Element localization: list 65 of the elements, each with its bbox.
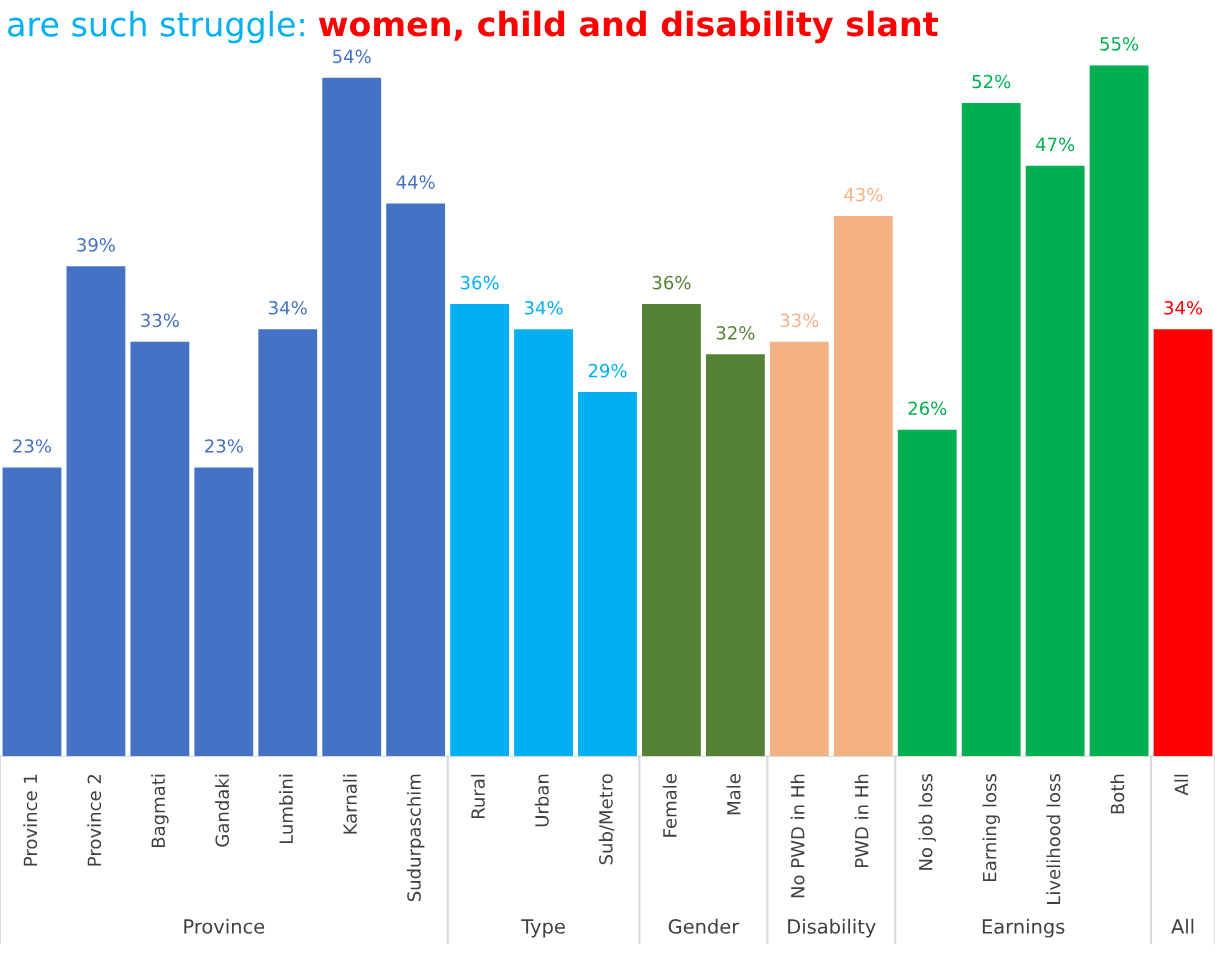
x-tick-label: Province 1 xyxy=(23,774,38,866)
data-label: 34% xyxy=(524,300,563,315)
bar xyxy=(130,341,190,757)
x-tick-label: PWD in Hh xyxy=(854,774,869,867)
bar xyxy=(833,216,893,757)
bar xyxy=(961,102,1021,757)
x-tick-label: Rural xyxy=(470,774,485,819)
data-label: 47% xyxy=(1035,137,1075,152)
data-label: 33% xyxy=(141,313,179,328)
x-tick-label: Male xyxy=(726,774,741,815)
x-tick-label: Bagmati xyxy=(151,774,169,848)
bar xyxy=(258,329,318,757)
data-label: 36% xyxy=(460,275,499,290)
data-label: 26% xyxy=(908,401,947,416)
data-label: 55% xyxy=(1100,37,1139,51)
text: All xyxy=(1171,918,1194,934)
data-label: 23% xyxy=(205,439,243,453)
bar xyxy=(194,467,254,757)
data-label: 54% xyxy=(333,49,371,64)
data-label: 36% xyxy=(652,275,691,290)
bar xyxy=(705,354,765,757)
x-tick-label: No job loss xyxy=(918,774,936,870)
data-label: 39% xyxy=(77,238,115,252)
text: Gender xyxy=(668,918,740,934)
data-label: 52% xyxy=(972,74,1011,89)
bar xyxy=(2,467,62,757)
x-tick-label: Karnali xyxy=(342,774,357,834)
data-label: 44% xyxy=(396,175,435,189)
x-tick-label: Gandaki xyxy=(215,774,230,847)
x-tick-label: Province 2 xyxy=(87,774,102,866)
x-tick-label: All xyxy=(1174,774,1189,796)
x-tick-label: Both xyxy=(1110,774,1125,814)
text: Disability xyxy=(788,918,876,938)
text: Province xyxy=(184,918,265,934)
data-label: 32% xyxy=(716,326,755,340)
chart-subtitle: women, child and disability slant xyxy=(318,10,938,44)
bar xyxy=(1089,65,1149,757)
x-tick-label: Sub/Metro xyxy=(598,774,615,865)
text: Earnings xyxy=(982,918,1065,938)
x-tick-label: Earning loss xyxy=(982,774,1000,881)
x-tick-label: Lumbini xyxy=(279,774,293,844)
data-label: 29% xyxy=(588,363,627,378)
bar xyxy=(1025,165,1085,757)
bar xyxy=(642,304,701,757)
x-tick-label: No PWD in Hh xyxy=(790,774,805,898)
x-tick-label: Sudurpaschim xyxy=(406,774,425,902)
bar xyxy=(386,203,446,757)
text: Type xyxy=(521,919,565,938)
data-label: 34% xyxy=(1164,300,1203,315)
bar xyxy=(578,392,637,757)
x-tick-label: Female xyxy=(662,774,677,837)
bar xyxy=(769,341,829,757)
bar xyxy=(322,77,382,757)
data-label: 23% xyxy=(13,439,52,453)
chart-title: are such struggle: xyxy=(8,10,304,44)
bar xyxy=(450,304,510,757)
x-tick-label: Livelihood loss xyxy=(1046,774,1061,904)
data-label: 33% xyxy=(780,313,819,328)
x-tick-label: Urban xyxy=(534,774,549,827)
bar xyxy=(66,266,126,757)
bar xyxy=(1153,329,1213,757)
bar xyxy=(897,429,957,757)
data-label: 43% xyxy=(844,187,883,202)
data-label: 34% xyxy=(269,300,307,315)
bar xyxy=(514,329,573,757)
